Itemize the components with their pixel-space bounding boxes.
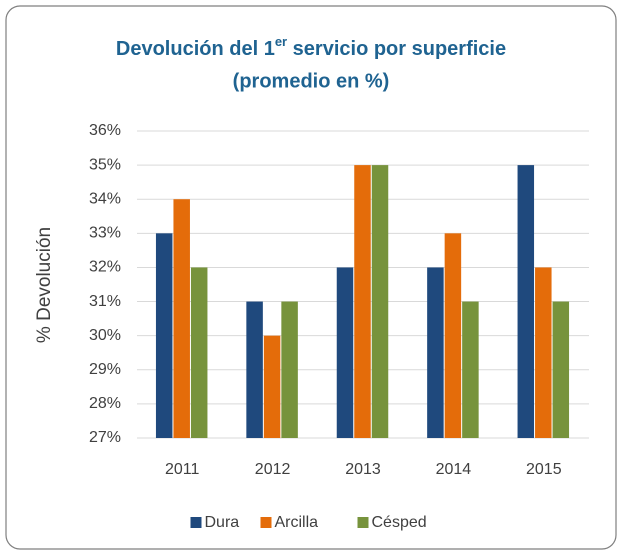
- legend-swatch: [260, 517, 272, 528]
- bar: [535, 267, 552, 438]
- bar: [552, 301, 570, 438]
- bar: [155, 233, 173, 438]
- y-tick-label: 29%: [89, 361, 121, 378]
- bar: [263, 335, 281, 438]
- y-tick-label: 33%: [89, 225, 121, 242]
- x-tick-label: 2013: [345, 461, 381, 478]
- y-tick-label: 34%: [89, 190, 121, 207]
- y-tick-label: 28%: [89, 395, 121, 412]
- y-tick-label: 35%: [89, 156, 121, 173]
- bar: [462, 301, 479, 438]
- chart-title: Devolución del 1er servicio por superfic…: [116, 34, 506, 60]
- y-tick-label: 32%: [89, 259, 121, 276]
- legend-swatch: [190, 517, 202, 528]
- chart-subtitle: (promedio en %): [233, 70, 390, 92]
- x-tick-label: 2015: [526, 461, 562, 478]
- y-tick-label: 31%: [89, 293, 121, 310]
- legend-label: Césped: [372, 514, 427, 531]
- y-tick-label: 36%: [89, 122, 121, 139]
- bar: [517, 165, 535, 438]
- x-tick-label: 2014: [436, 461, 472, 478]
- y-tick-label: 27%: [89, 429, 121, 446]
- bar: [444, 233, 462, 438]
- bar: [371, 165, 389, 438]
- x-tick-label: 2011: [165, 461, 200, 478]
- bar: [354, 165, 371, 438]
- legend-swatch: [357, 517, 369, 528]
- bar: [190, 267, 208, 438]
- bar: [427, 267, 444, 438]
- bar: [246, 301, 263, 438]
- y-axis-label: % Devolución: [34, 227, 55, 343]
- bar: [336, 267, 354, 438]
- legend-label: Dura: [205, 514, 240, 531]
- legend-label: Arcilla: [275, 514, 319, 531]
- y-tick-label: 30%: [89, 327, 121, 344]
- title-part: servicio por superficie: [287, 38, 506, 60]
- bar: [173, 199, 190, 438]
- bar: [281, 301, 298, 438]
- title-part: Devolución del 1: [116, 38, 275, 60]
- x-tick-label: 2012: [255, 461, 291, 478]
- title-superscript: er: [275, 34, 287, 49]
